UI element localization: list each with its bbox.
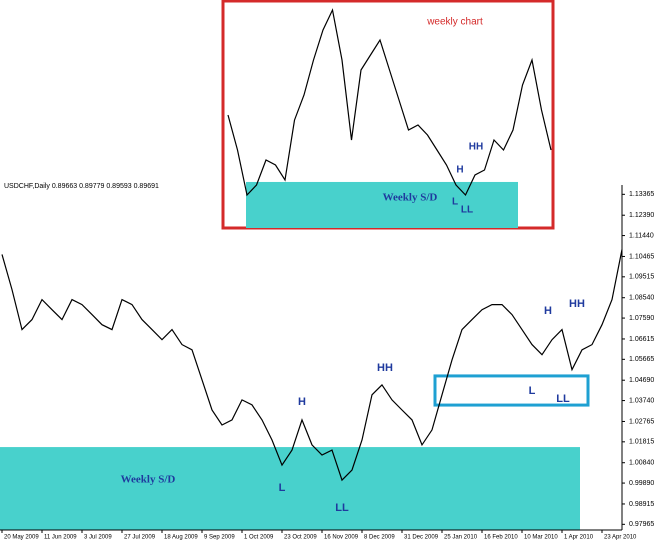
y-tick-label: 1.03740 xyxy=(629,397,654,404)
x-tick-label: 16 Nov 2009 xyxy=(324,535,359,541)
y-tick-label: 1.11440 xyxy=(629,232,654,239)
y-tick-label: 0.97965 xyxy=(629,521,654,528)
x-tick-label: 16 Feb 2010 xyxy=(484,535,518,541)
annotation: L xyxy=(452,197,458,208)
price-line xyxy=(1,249,623,482)
y-tick-label: 1.09515 xyxy=(629,274,654,281)
chart-title: weekly chart xyxy=(426,17,483,28)
x-tick-label: 18 Aug 2009 xyxy=(164,535,198,541)
y-tick-label: 1.08540 xyxy=(629,295,654,302)
annotation: L xyxy=(279,482,286,494)
x-tick-label: 20 May 2009 xyxy=(4,535,39,541)
x-tick-label: 3 Jul 2009 xyxy=(84,535,112,541)
annotation: LL xyxy=(556,393,570,405)
y-tick-label: 1.05665 xyxy=(629,356,654,363)
x-tick-label: 1 Oct 2009 xyxy=(244,535,274,541)
zone-label: Weekly S/D xyxy=(121,474,176,486)
x-tick-label: 8 Dec 2009 xyxy=(364,535,395,541)
x-tick-label: 10 Mar 2010 xyxy=(524,535,558,541)
y-tick-label: 1.10465 xyxy=(629,253,654,260)
y-tick-label: 1.02765 xyxy=(629,418,654,425)
y-tick-label: 1.13365 xyxy=(629,191,654,198)
x-tick-label: 25 Jan 2010 xyxy=(444,535,478,541)
chart-title: USDCHF,Daily 0.89663 0.89779 0.89593 0.8… xyxy=(4,183,159,190)
x-tick-label: 23 Apr 2010 xyxy=(604,535,637,541)
annotation: L xyxy=(529,385,536,397)
y-tick-label: 1.01815 xyxy=(629,439,654,446)
x-tick-label: 1 Apr 2010 xyxy=(564,535,594,541)
annotation: H xyxy=(456,165,463,176)
annotation: HH xyxy=(569,298,585,310)
zone-box xyxy=(433,374,590,407)
y-tick-label: 0.99890 xyxy=(629,480,654,487)
zone-label: Weekly S/D xyxy=(383,192,438,204)
annotation: HH xyxy=(377,362,393,374)
annotation: HH xyxy=(469,142,483,153)
annotation: LL xyxy=(335,502,349,514)
y-tick-label: 1.07590 xyxy=(629,315,654,322)
y-tick-label: 0.98915 xyxy=(629,501,654,508)
x-tick-label: 23 Oct 2009 xyxy=(284,535,317,541)
price-line xyxy=(227,8,552,197)
y-tick-label: 1.00840 xyxy=(629,460,654,467)
y-tick-label: 1.12390 xyxy=(629,212,654,219)
daily-chart: 1.13365 1.12390 1.11440 1.10465 1.09515 1.085… xyxy=(0,183,654,541)
x-tick-label: 31 Dec 2009 xyxy=(404,535,439,541)
x-tick-label: 9 Sep 2009 xyxy=(204,535,235,541)
zone xyxy=(0,447,580,530)
annotation: LL xyxy=(461,205,473,216)
annotation: H xyxy=(544,305,552,317)
annotation: H xyxy=(298,396,306,408)
y-tick-label: 1.04690 xyxy=(629,377,654,384)
x-tick-label: 27 Jul 2009 xyxy=(124,535,156,541)
y-tick-label: 1.06615 xyxy=(629,336,654,343)
zone xyxy=(246,181,518,228)
x-tick-label: 11 Jun 2009 xyxy=(44,535,77,541)
